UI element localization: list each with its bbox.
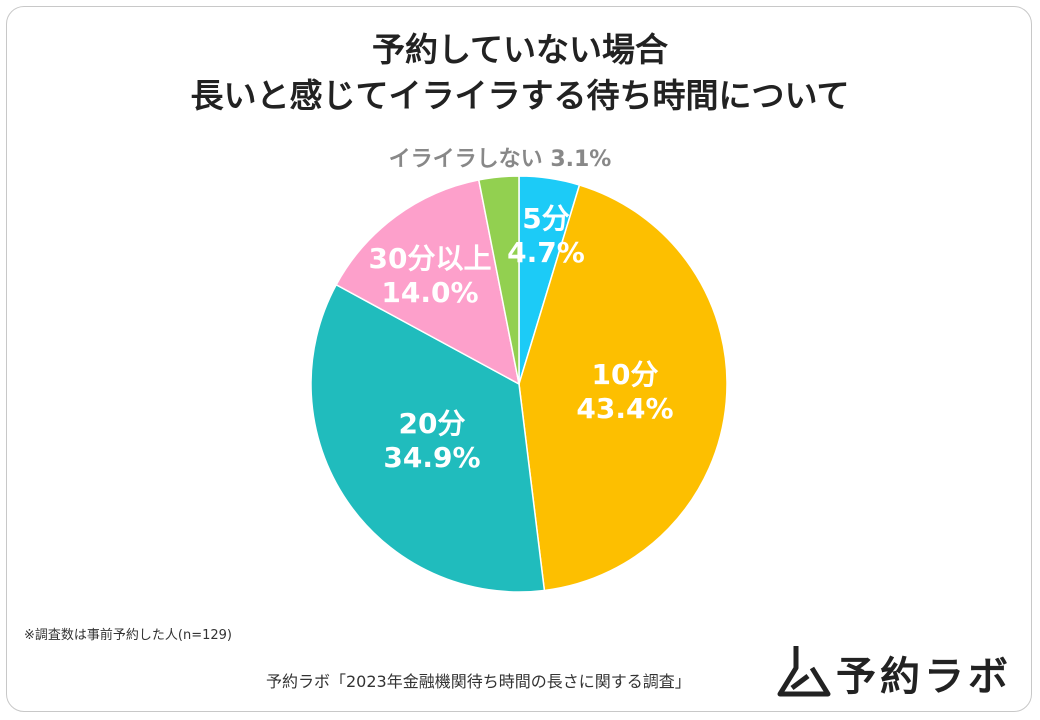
pie-slice bbox=[477, 175, 520, 385]
logo-text: 予約ラボ bbox=[836, 654, 1012, 700]
slice-value-label: 4.7% bbox=[507, 236, 585, 269]
slice-value-label: 14.0% bbox=[381, 276, 478, 309]
slice-label: 10分 bbox=[592, 358, 659, 391]
pie-slice bbox=[310, 283, 546, 593]
slice-value-label: 34.9% bbox=[383, 441, 480, 474]
slice-value-label: 43.4% bbox=[576, 392, 673, 425]
slice-label: 20分 bbox=[399, 407, 466, 440]
source-credit: 予約ラボ「2023年金融機関待ち時間の長さに関する調査」 bbox=[266, 672, 691, 691]
slice-label: 5分 bbox=[522, 202, 569, 235]
chart-title-line2: 長いと感じてイライラする待ち時間について bbox=[190, 76, 850, 115]
chart-title-line1: 予約していない場合 bbox=[371, 30, 668, 69]
slice-label: 30分以上 bbox=[369, 242, 492, 275]
survey-note: ※調査数は事前予約した人(n=129) bbox=[24, 628, 232, 643]
slice-label: イライラしない 3.1% bbox=[389, 147, 612, 172]
lab-flask-icon bbox=[777, 646, 831, 697]
brand-logo: 予約ラボ bbox=[774, 640, 1024, 700]
pie-slice bbox=[335, 179, 521, 386]
pie-slice bbox=[518, 184, 728, 592]
